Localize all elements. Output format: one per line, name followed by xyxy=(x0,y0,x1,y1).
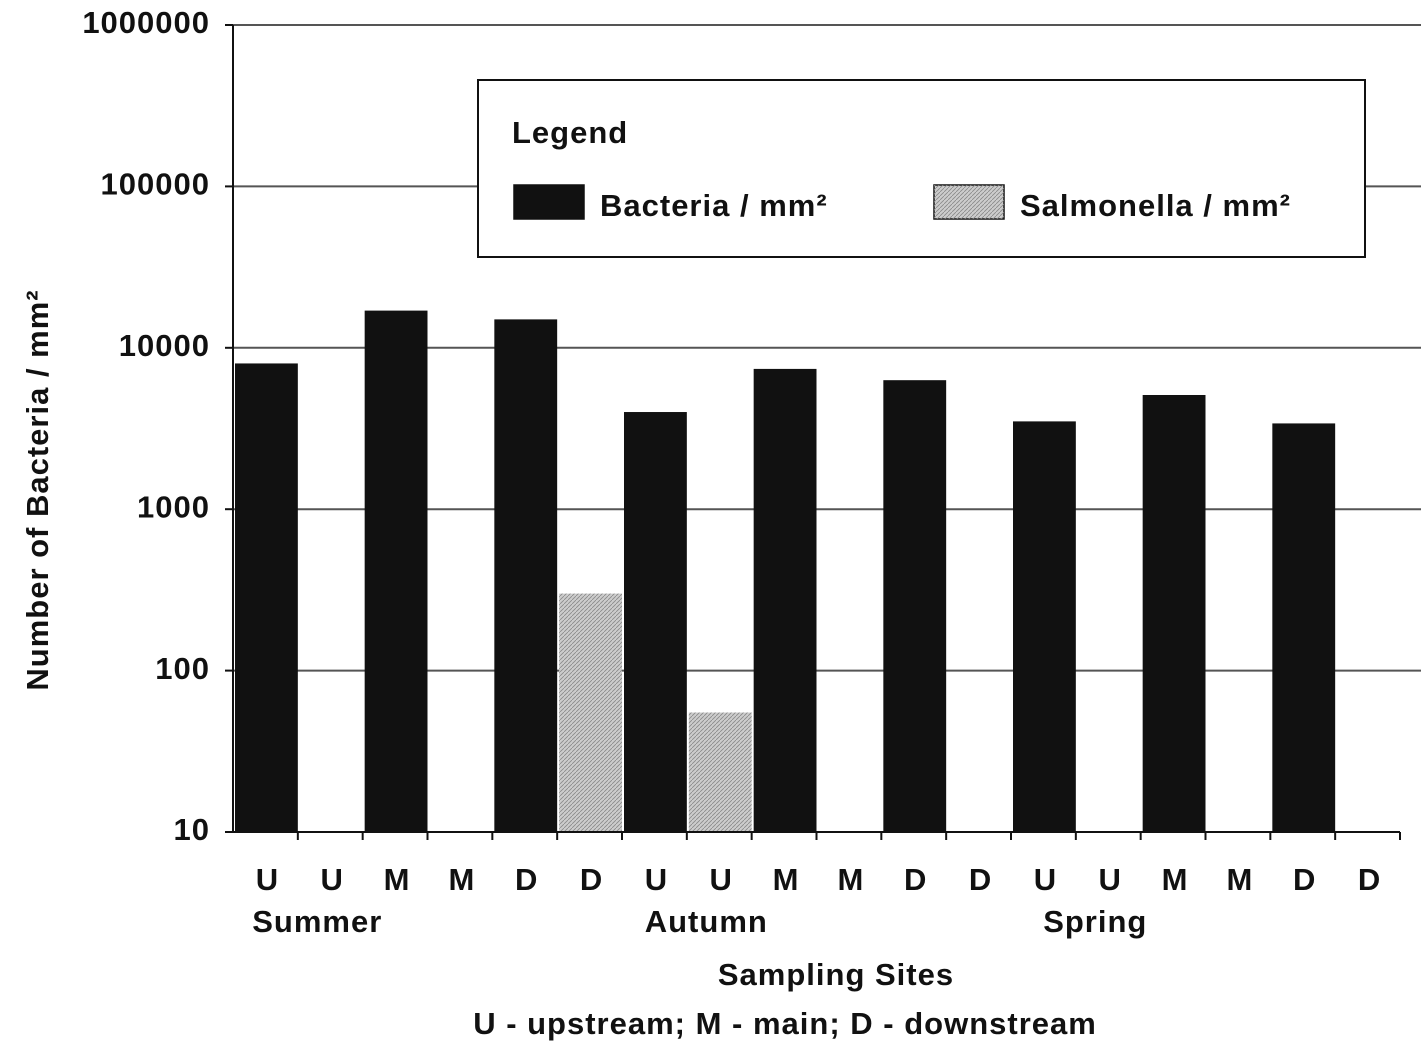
x-tick-label: U xyxy=(1099,862,1122,897)
legend-label: Bacteria / mm² xyxy=(600,188,828,223)
x-tick-label: U xyxy=(321,862,344,897)
x-tick-label: M xyxy=(773,862,800,897)
x-tick-label: M xyxy=(838,862,865,897)
x-tick-label: D xyxy=(580,862,603,897)
bar xyxy=(559,593,622,832)
y-axis-title: Number of Bacteria / mm² xyxy=(20,289,55,690)
x-tick-label: D xyxy=(969,862,992,897)
x-tick-label: D xyxy=(1358,862,1381,897)
bar xyxy=(883,380,947,832)
x-tick-label: M xyxy=(1227,862,1254,897)
y-tick-label: 1000 xyxy=(137,489,210,524)
legend-box xyxy=(477,79,1366,258)
group-label: Autumn xyxy=(645,904,768,939)
y-tick-label: 10000 xyxy=(119,328,210,363)
x-tick-label: U xyxy=(1034,862,1057,897)
x-tick-label: U xyxy=(710,862,733,897)
legend-title: Legend xyxy=(512,115,628,150)
x-tick-label: M xyxy=(449,862,476,897)
y-tick-label: 10 xyxy=(174,812,210,847)
bar xyxy=(1013,421,1076,832)
bar xyxy=(235,363,298,832)
bar xyxy=(753,368,817,832)
x-tick-label: D xyxy=(904,862,927,897)
note: U - upstream; M - main; D - downstream xyxy=(473,1006,1097,1041)
x-tick-label: M xyxy=(1162,862,1189,897)
x-tick-label: U xyxy=(645,862,668,897)
legend-label: Salmonella / mm² xyxy=(1020,188,1291,223)
y-tick-label: 1000000 xyxy=(82,5,210,40)
y-tick-label: 100000 xyxy=(101,167,210,202)
x-tick-label: U xyxy=(256,862,279,897)
x-tick-label: D xyxy=(1293,862,1316,897)
bar xyxy=(1142,394,1206,832)
group-label: Spring xyxy=(1043,904,1147,939)
group-label: Summer xyxy=(252,904,382,939)
bar xyxy=(1272,423,1336,832)
x-tick-label: D xyxy=(515,862,538,897)
legend-swatch-hatch xyxy=(934,185,1004,219)
bar xyxy=(364,310,428,832)
bar xyxy=(494,319,558,832)
y-tick-label: 100 xyxy=(155,651,210,686)
x-tick-label: M xyxy=(384,862,411,897)
x-axis-title: Sampling Sites xyxy=(718,957,954,992)
legend-swatch xyxy=(513,184,585,220)
bar xyxy=(688,712,752,832)
bar xyxy=(624,412,687,832)
